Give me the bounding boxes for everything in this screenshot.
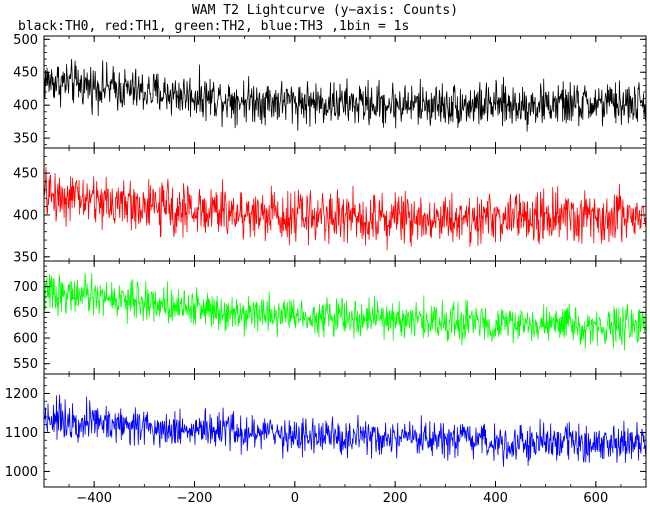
series-th0 bbox=[44, 58, 646, 132]
y-tick-label: 450 bbox=[13, 66, 38, 81]
y-tick-label: 600 bbox=[13, 332, 38, 347]
x-tick-label: 400 bbox=[483, 491, 508, 505]
x-tick-label: −200 bbox=[177, 491, 213, 505]
x-tick-label: −400 bbox=[76, 491, 112, 505]
chart-subtitle: black:TH0, red:TH1, green:TH2, blue:TH3 … bbox=[18, 19, 409, 34]
y-tick-label: 650 bbox=[13, 306, 38, 321]
y-tick-label: 400 bbox=[13, 208, 38, 223]
y-tick-label: 1100 bbox=[5, 426, 38, 441]
y-tick-label: 1000 bbox=[5, 465, 38, 480]
panel-th1: 350 400 450 bbox=[13, 147, 647, 265]
chart-title: WAM T2 Lightcurve (y−axis: Counts) bbox=[192, 3, 458, 18]
y-tick-label: 500 bbox=[13, 33, 38, 48]
panel-th2: 550 600 650 700 bbox=[13, 260, 647, 375]
x-tick-label: 600 bbox=[583, 491, 608, 505]
y-tick-label: 350 bbox=[13, 250, 38, 265]
y-tick-label: 700 bbox=[13, 280, 38, 295]
series-th3 bbox=[44, 394, 646, 467]
y-tick-label: 400 bbox=[13, 99, 38, 114]
series-th1 bbox=[44, 167, 646, 251]
series-th2 bbox=[44, 273, 646, 351]
y-tick-label: 550 bbox=[13, 357, 38, 372]
panel-th3: 1000 1100 1200 bbox=[5, 373, 647, 488]
y-tick-label: 1200 bbox=[5, 387, 38, 402]
x-tick-label: 0 bbox=[291, 491, 299, 505]
y-tick-label: 450 bbox=[13, 167, 38, 182]
x-axis: −400 −200 0 200 400 600 bbox=[76, 491, 608, 505]
panels: 350 400 450 500 350 400 450 550 600 650 700 1000 110… bbox=[5, 33, 647, 488]
x-tick-label: 200 bbox=[383, 491, 408, 505]
y-tick-label: 350 bbox=[13, 132, 38, 147]
panel-th0: 350 400 450 500 bbox=[13, 33, 647, 149]
